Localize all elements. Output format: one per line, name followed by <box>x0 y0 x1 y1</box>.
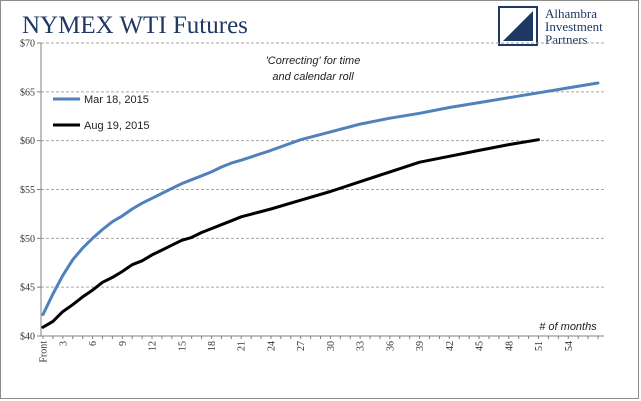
x-tick-label: 3 <box>58 341 69 346</box>
legend: Mar 18, 2015 Aug 19, 2015 <box>53 94 149 132</box>
annotation: 'Correcting' for time and calendar roll <box>266 55 361 83</box>
legend-label-aug-19: Aug 19, 2015 <box>84 120 149 132</box>
x-tick-label: 36 <box>385 341 396 351</box>
annotation-line-1: 'Correcting' for time <box>266 55 361 67</box>
gridlines <box>41 42 604 288</box>
logo-line-2: Investment <box>545 19 603 34</box>
y-axis-ticks: $40 $45 $50 $55 $60 $65 $70 <box>20 39 41 343</box>
x-tick-label: 27 <box>296 341 307 351</box>
x-tick-label: 6 <box>88 341 99 346</box>
x-tick-label: 42 <box>445 341 456 351</box>
series-line-aug-19-2015 <box>41 138 540 329</box>
x-tick-label: 15 <box>177 341 188 351</box>
x-axis-title: # of months <box>539 321 597 333</box>
x-tick-label: 21 <box>237 341 248 351</box>
x-tick-label: 48 <box>504 341 515 351</box>
x-tick-label: 24 <box>266 341 277 351</box>
y-tick-label: $55 <box>20 185 35 196</box>
company-logo-text: Alhambra Investment Partners <box>545 7 603 46</box>
y-tick-label: $70 <box>20 39 35 50</box>
x-tick-label: 54 <box>564 341 575 351</box>
x-tick-label: 9 <box>118 341 129 346</box>
logo-line-1: Alhambra <box>545 6 597 21</box>
y-tick-label: $50 <box>20 234 35 245</box>
legend-label-mar-18: Mar 18, 2015 <box>84 94 149 106</box>
y-tick-label: $60 <box>20 136 35 147</box>
series-lines <box>41 81 600 329</box>
x-tick-label: 18 <box>207 341 218 351</box>
series-line-mar-18-2015 <box>41 81 600 316</box>
x-tick-label: Front <box>39 341 50 363</box>
x-tick-label: 39 <box>415 341 426 351</box>
y-tick-label: $40 <box>20 332 35 343</box>
x-tick-label: 30 <box>326 341 337 351</box>
y-tick-label: $65 <box>20 87 35 98</box>
x-tick-label: 33 <box>356 341 367 351</box>
chart-title: NYMEX WTI Futures <box>22 12 248 39</box>
x-tick-label: 45 <box>475 341 486 351</box>
logo-triangle <box>503 11 533 41</box>
x-tick-label: 51 <box>534 341 545 351</box>
company-logo-icon <box>498 6 538 46</box>
y-tick-label: $45 <box>20 283 35 294</box>
x-tick-label: 12 <box>148 341 159 351</box>
annotation-line-2: and calendar roll <box>272 71 354 83</box>
x-axis-ticks: Front 3 6 9 12 15 18 21 24 27 30 33 36 39 42 45 48 51 54 <box>39 336 599 363</box>
